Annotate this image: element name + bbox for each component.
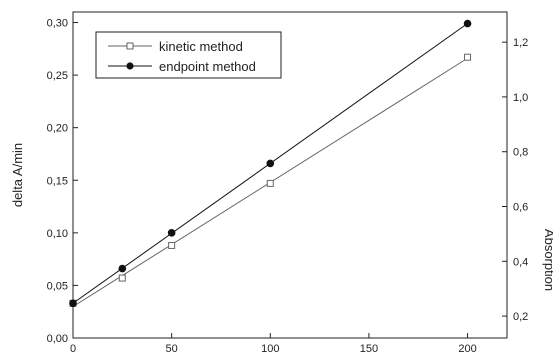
y-axis-label: delta A/min	[10, 143, 25, 207]
y2-axis-label: Absorption	[542, 229, 553, 291]
data-point-endpoint	[266, 160, 274, 168]
x-axis-ticks: 0 50 100 150 200	[70, 333, 477, 354]
y2-tick-label: 0,2	[513, 311, 528, 323]
y-tick-label: 0,25	[47, 70, 68, 82]
legend: kinetic method endpoint method	[96, 32, 281, 78]
data-point-endpoint	[69, 299, 77, 307]
x-tick-label: 0	[70, 343, 76, 354]
data-point-endpoint	[464, 20, 472, 28]
y2-tick-label: 0,4	[513, 256, 528, 268]
legend-label-endpoint: endpoint method	[159, 59, 256, 74]
data-point-endpoint	[119, 265, 127, 273]
y-tick-label: 0,00	[47, 333, 68, 345]
legend-marker-kinetic	[127, 43, 133, 49]
y2-tick-label: 0,8	[513, 147, 528, 159]
x-tick-label: 50	[166, 343, 178, 354]
legend-label-kinetic: kinetic method	[159, 39, 243, 54]
y-tick-label: 0,05	[47, 280, 68, 292]
x-tick-label: 200	[458, 343, 476, 354]
data-point-kinetic	[119, 275, 125, 281]
y-tick-label: 0,15	[47, 175, 68, 187]
data-point-endpoint	[168, 229, 176, 237]
legend-marker-endpoint	[126, 62, 133, 69]
x-tick-label: 100	[261, 343, 279, 354]
y2-tick-label: 1,0	[513, 92, 528, 104]
x-tick-label: 150	[360, 343, 378, 354]
data-point-kinetic	[267, 180, 273, 186]
data-point-kinetic	[465, 54, 471, 60]
y2-tick-label: 1,2	[513, 37, 528, 49]
data-point-kinetic	[169, 242, 175, 248]
y-tick-label: 0,10	[47, 228, 68, 240]
y-tick-label: 0,20	[47, 123, 68, 135]
y-tick-label: 0,30	[47, 18, 68, 30]
y2-axis-ticks: 0,2 0,4 0,6 0,8 1,0 1,2	[502, 37, 528, 323]
y2-tick-label: 0,6	[513, 202, 528, 214]
